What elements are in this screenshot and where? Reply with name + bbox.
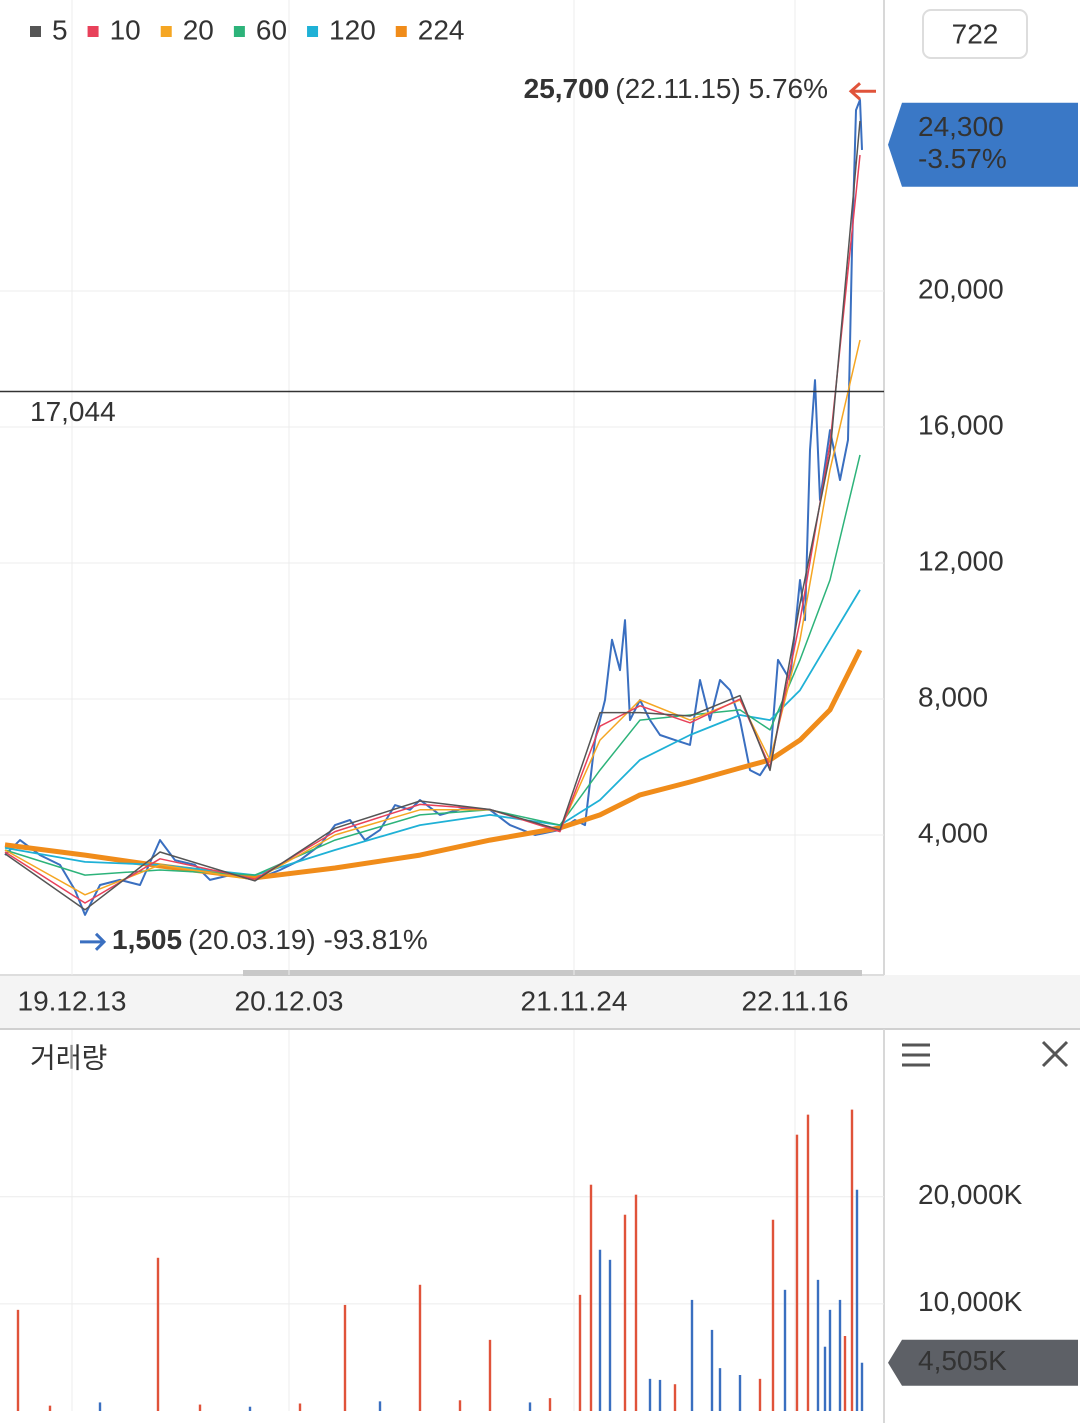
- last-change: -3.57%: [918, 143, 1007, 174]
- volume-bar: [843, 1336, 847, 1411]
- y-tick-label: 10,000K: [918, 1286, 1023, 1317]
- volume-bar: [838, 1299, 842, 1411]
- volume-bar: [658, 1379, 662, 1411]
- volume-bar: [855, 1189, 859, 1411]
- price-line: [4, 98, 863, 916]
- legend-label: 224: [418, 14, 465, 45]
- legend-swatch: [307, 26, 319, 37]
- last-volume-badge: [888, 1339, 1078, 1386]
- volume-bar: [860, 1362, 864, 1411]
- volume-bar: [771, 1219, 775, 1411]
- x-tick-label: 19.12.13: [18, 985, 127, 1016]
- volume-title: 거래량: [30, 1042, 107, 1073]
- date-axis-band: [0, 975, 1080, 1028]
- volume-bar: [795, 1134, 799, 1411]
- volume-bar: [673, 1384, 677, 1411]
- y-tick-label: 12,000: [918, 545, 1004, 576]
- volume-bar: [156, 1257, 160, 1411]
- legend-swatch: [87, 26, 99, 37]
- ma-line: [4, 154, 861, 904]
- period-button[interactable]: [922, 9, 1028, 59]
- menu-icon[interactable]: [902, 1043, 930, 1067]
- legend-label: 60: [256, 14, 287, 45]
- volume-bar: [634, 1194, 638, 1411]
- high-value: 25,700: [524, 74, 610, 105]
- volume-bar: [98, 1402, 102, 1411]
- volume-bar: [528, 1402, 532, 1411]
- volume-bar: [850, 1109, 854, 1411]
- volume-bar: [198, 1404, 202, 1411]
- last-price-badge: [888, 102, 1078, 187]
- legend-swatch: [160, 26, 172, 37]
- legend-label: 5: [52, 14, 68, 45]
- close-icon[interactable]: [1041, 1040, 1069, 1068]
- y-tick-label: 16,000: [918, 409, 1004, 440]
- volume-bar: [548, 1398, 552, 1411]
- legend-label: 120: [329, 14, 376, 45]
- ma-line: [4, 648, 863, 881]
- volume-bar: [623, 1214, 627, 1411]
- x-tick-label: 20.12.03: [235, 985, 344, 1016]
- volume-bar: [418, 1284, 422, 1411]
- volume-bar: [578, 1294, 582, 1411]
- volume-bar: [378, 1401, 382, 1411]
- legend-swatch: [30, 26, 41, 37]
- x-tick-label: 21.11.24: [521, 985, 628, 1016]
- high-detail: (22.11.15) 5.76%: [615, 74, 828, 105]
- volume-bar: [758, 1378, 762, 1411]
- y-tick-label: 8,000: [918, 681, 988, 712]
- legend-label: 20: [183, 14, 214, 45]
- volume-bar: [690, 1299, 694, 1411]
- legend-label: 10: [110, 14, 141, 45]
- volume-bar: [248, 1406, 252, 1411]
- volume-bar: [648, 1378, 652, 1411]
- volume-bar: [816, 1279, 820, 1411]
- legend-swatch: [395, 26, 407, 37]
- low-arrow: [80, 932, 107, 951]
- ma-line: [4, 120, 861, 911]
- volume-bar: [823, 1346, 827, 1411]
- volume-bar: [718, 1368, 722, 1411]
- volume-bar: [16, 1309, 20, 1411]
- y-tick-label: 20,000: [918, 273, 1004, 304]
- legend-swatch: [233, 26, 245, 37]
- low-annotation: 1,505 (20.03.19) -93.81%: [112, 924, 428, 955]
- volume-bar: [738, 1375, 742, 1411]
- volume-bar: [48, 1405, 52, 1411]
- last-volume: 4,505K: [918, 1345, 1007, 1376]
- ma-line: [4, 339, 861, 896]
- ma-line: [4, 589, 861, 876]
- volume-bar: [298, 1403, 302, 1411]
- volume-bar: [343, 1304, 347, 1411]
- ma-line: [4, 454, 861, 876]
- period-label[interactable]: 722: [952, 18, 999, 49]
- volume-bar: [488, 1339, 492, 1411]
- volume-bar: [589, 1184, 593, 1411]
- volume-bar: [710, 1329, 714, 1411]
- crosshair-label: 17,044: [30, 396, 116, 427]
- y-tick-label: 4,000: [918, 817, 988, 848]
- last-price: 24,300: [918, 111, 1004, 142]
- x-tick-label: 22.11.16: [742, 985, 849, 1016]
- volume-bar: [458, 1400, 462, 1411]
- high-annotation: 25,700 (22.11.15) 5.76%: [524, 74, 828, 105]
- volume-bar: [783, 1289, 787, 1411]
- volume-bar: [608, 1259, 612, 1411]
- high-arrow: [848, 82, 876, 101]
- low-detail: (20.03.19) -93.81%: [188, 924, 428, 955]
- volume-bar: [828, 1309, 832, 1411]
- volume-bar: [598, 1249, 602, 1411]
- y-tick-label: 20,000K: [918, 1179, 1023, 1210]
- volume-bar: [806, 1114, 810, 1411]
- low-value: 1,505: [112, 924, 182, 955]
